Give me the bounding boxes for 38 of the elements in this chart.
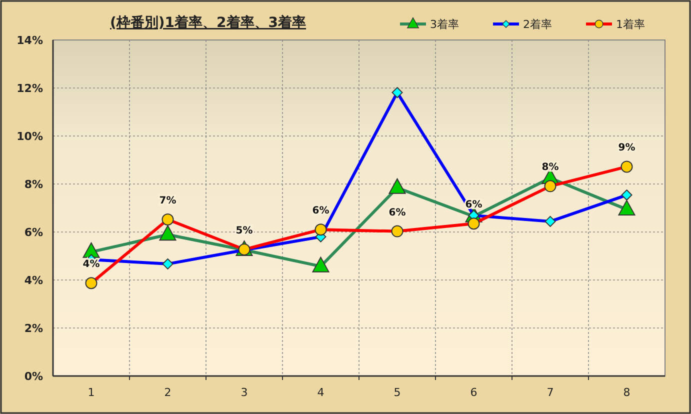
y-tick-label: 12% [16, 82, 43, 95]
point [621, 190, 632, 201]
y-tick-label: 0% [24, 370, 43, 383]
point [392, 87, 403, 98]
point [85, 277, 98, 290]
point [162, 258, 174, 270]
data-label: 7% [159, 196, 176, 207]
x-tick-label: 1 [88, 386, 95, 399]
data-label: 8% [542, 162, 559, 174]
x-tick-label: 2 [164, 386, 172, 399]
data-label: 6% [388, 207, 406, 218]
point [391, 225, 404, 238]
x-tick-label: 8 [623, 386, 630, 399]
x-tick-label: 6 [470, 386, 478, 399]
y-tick-label: 2% [24, 322, 43, 335]
x-tick-label: 4 [317, 386, 324, 399]
y-tick-label: 8% [24, 178, 43, 191]
point [314, 224, 327, 236]
data-label: 4% [82, 259, 100, 270]
data-label: 6% [312, 206, 330, 217]
legend-label: 3着率 [430, 18, 459, 31]
y-tick-label: 6% [24, 226, 43, 239]
data-label: 5% [236, 226, 253, 237]
point [620, 160, 633, 173]
x-tick-label: 3 [240, 386, 248, 399]
point [544, 216, 556, 227]
y-tick-label: 14% [16, 34, 43, 47]
x-tick-label: 5 [394, 386, 401, 399]
point [544, 180, 556, 192]
legend-label: 1着率 [616, 18, 645, 31]
data-label: 9% [618, 142, 636, 154]
y-tick-label: 4% [24, 274, 43, 287]
point [468, 218, 480, 230]
legend-label: 2着率 [523, 18, 552, 31]
x-tick-label: 7 [546, 386, 554, 399]
point [162, 214, 174, 226]
y-tick-label: 10% [16, 130, 43, 143]
chart-title: (枠番別)1着率、2着率、3着率 [110, 14, 306, 31]
